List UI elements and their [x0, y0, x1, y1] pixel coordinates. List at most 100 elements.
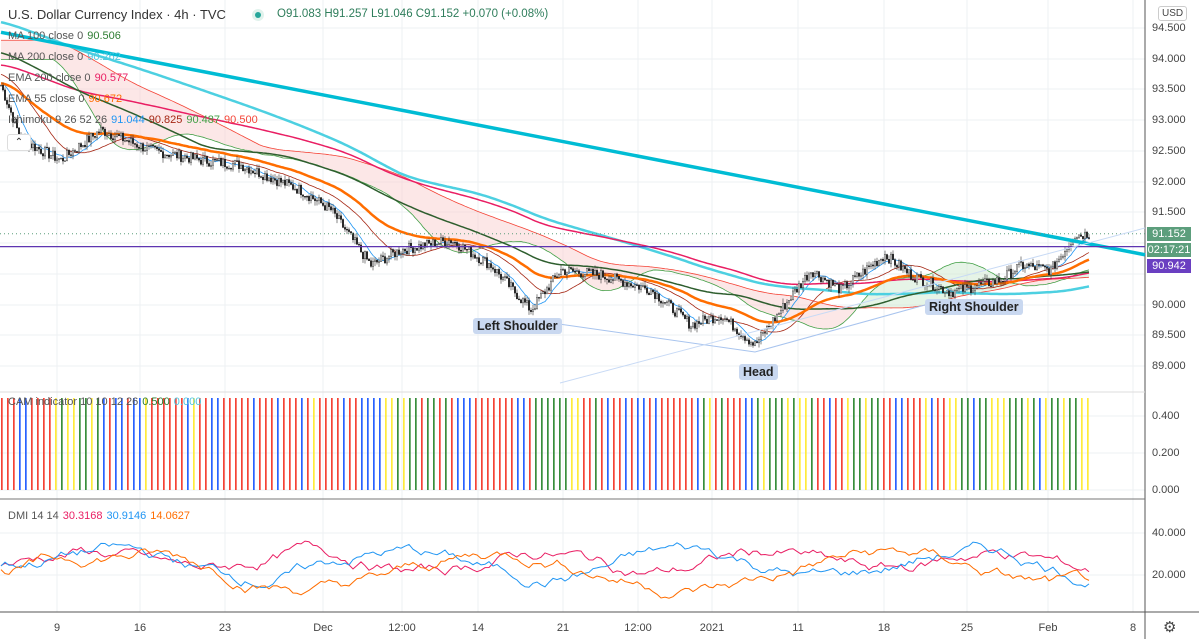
bearish-candle: [79, 143, 82, 147]
ichimoku-cloud: [117, 73, 119, 147]
bearish-candle: [940, 286, 943, 288]
left-shoulder-label[interactable]: Left Shoulder: [473, 318, 562, 334]
ichimoku-cloud: [807, 299, 809, 326]
bearish-candle: [121, 132, 124, 142]
ichimoku-cloud: [521, 227, 523, 243]
legend-ma100[interactable]: MA 100 close 0 90.506: [8, 30, 121, 42]
ichimoku-cloud: [819, 302, 821, 329]
cam-bar: [883, 398, 885, 490]
right-shoulder-label[interactable]: Right Shoulder: [925, 299, 1023, 315]
cam-bar: [637, 398, 639, 490]
bearish-candle: [752, 342, 755, 346]
cam-bar: [181, 398, 183, 490]
cam-axis-tick: 0.000: [1152, 484, 1180, 496]
cam-bar: [817, 398, 819, 490]
ichimoku-cloud: [503, 220, 505, 243]
bearish-candle: [428, 240, 431, 244]
cam-bar: [979, 398, 981, 490]
bearish-candle: [606, 278, 609, 280]
legend-cam[interactable]: CAM indicator 10 10 12 26 0.500 0.000: [8, 396, 201, 408]
bearish-candle: [205, 156, 208, 164]
bullish-candle: [0, 85, 2, 87]
bearish-candle: [530, 310, 533, 312]
bullish-candle: [107, 133, 110, 136]
collapse-legend-button[interactable]: ⌃: [7, 134, 31, 151]
ichimoku-cloud: [79, 51, 81, 94]
cam-bar: [433, 398, 435, 490]
bearish-candle: [225, 166, 228, 169]
ichimoku-cloud: [709, 277, 711, 284]
time-axis-tick: 23: [218, 622, 232, 634]
cam-bar: [7, 398, 9, 490]
ichimoku-cloud: [909, 277, 911, 308]
symbol-title[interactable]: U.S. Dollar Currency Index · 4h · TVC: [8, 7, 226, 22]
bullish-candle: [902, 266, 905, 271]
legend-ema55[interactable]: EMA 55 close 0 90.672: [8, 93, 122, 105]
settings-gear-icon[interactable]: ⚙: [1163, 619, 1177, 636]
legend-ma200[interactable]: MA 200 close 0 90.262: [8, 51, 121, 63]
ichimoku-cloud: [473, 209, 475, 252]
ichimoku-cloud: [485, 214, 487, 247]
ichimoku-cloud: [849, 307, 851, 318]
ichimoku-cloud: [301, 151, 303, 162]
ichimoku-cloud: [839, 306, 841, 326]
bearish-candle: [812, 272, 815, 278]
bullish-candle: [762, 332, 765, 334]
ichimoku-cloud: [237, 133, 239, 149]
bullish-candle: [63, 160, 66, 162]
bearish-candle: [580, 273, 583, 278]
bullish-candle: [173, 152, 176, 154]
cam-bar: [997, 398, 999, 490]
cam-bar: [661, 398, 663, 490]
ichimoku-cloud: [281, 149, 283, 159]
bearish-candle: [556, 276, 559, 278]
price-axis-tick: 94.000: [1152, 53, 1186, 65]
cam-bar: [1057, 398, 1059, 490]
ichimoku-cloud: [357, 160, 359, 181]
legend-ema200[interactable]: EMA 200 close 0 90.577: [8, 72, 128, 84]
ichimoku-cloud: [353, 159, 355, 179]
bullish-candle: [850, 282, 853, 286]
cam-bar: [709, 398, 711, 490]
bullish-candle: [642, 285, 645, 287]
ichimoku-cloud: [63, 43, 65, 71]
open-value: O91.083: [277, 8, 322, 20]
ichimoku-cloud: [299, 151, 301, 162]
bearish-candle: [384, 256, 387, 264]
bullish-candle: [1039, 264, 1042, 266]
bearish-candle: [630, 283, 633, 287]
bearish-candle: [658, 293, 661, 302]
head-label[interactable]: Head: [739, 364, 778, 380]
bearish-candle: [682, 311, 685, 316]
cam-bar: [823, 398, 825, 490]
bullish-candle: [708, 316, 711, 324]
currency-button[interactable]: USD: [1158, 6, 1188, 21]
cam-bar: [679, 398, 681, 490]
cam-bar: [37, 398, 39, 490]
cam-bar: [373, 398, 375, 490]
bullish-candle: [558, 274, 561, 278]
bearish-candle: [235, 160, 238, 162]
ichimoku-cloud: [565, 245, 567, 265]
bearish-candle: [137, 147, 140, 149]
bullish-candle: [446, 244, 449, 246]
legend-ichimoku[interactable]: Ichimoku 9 26 52 26 91.044 90.825 90.487 90.…: [8, 114, 258, 126]
ichimoku-cloud: [371, 164, 373, 187]
ichimoku-cloud: [699, 274, 701, 280]
bearish-candle: [185, 155, 188, 159]
bearish-candle: [292, 184, 295, 190]
ichimoku-cloud: [559, 242, 561, 261]
ichimoku-cloud: [429, 189, 431, 236]
bearish-candle: [480, 262, 483, 264]
ichimoku-cloud: [649, 266, 651, 272]
price-axis-tick: 89.500: [1152, 329, 1186, 341]
bearish-candle: [416, 248, 419, 251]
bullish-candle: [1035, 264, 1038, 270]
ichimoku-cloud: [127, 79, 129, 150]
ichimoku-cloud: [23, 40, 25, 60]
bullish-candle: [77, 143, 80, 153]
ichimoku-cloud: [1053, 279, 1055, 283]
legend-dmi[interactable]: DMI 14 14 30.3168 30.9146 14.0627: [8, 510, 190, 522]
ichimoku-cloud: [743, 287, 745, 303]
